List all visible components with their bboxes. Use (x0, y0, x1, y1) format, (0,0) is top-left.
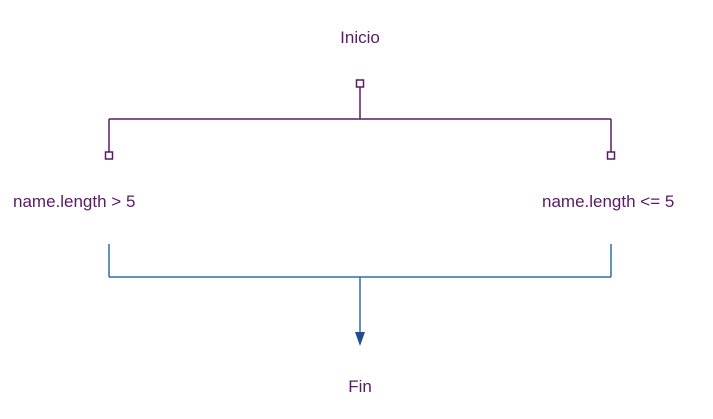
left-branch-port (104, 151, 114, 160)
fork-connector (104, 79, 616, 160)
join-connector (108, 244, 612, 334)
start-connection-port (355, 79, 365, 88)
right-branch-port (606, 151, 616, 160)
end-node-label: Fin (348, 377, 372, 396)
left-branch-condition-label: name.length > 5 (13, 192, 136, 211)
right-branch-condition-label: name.length <= 5 (542, 192, 675, 211)
start-node-label: Inicio (340, 28, 380, 47)
arrow-down-icon (355, 332, 365, 346)
